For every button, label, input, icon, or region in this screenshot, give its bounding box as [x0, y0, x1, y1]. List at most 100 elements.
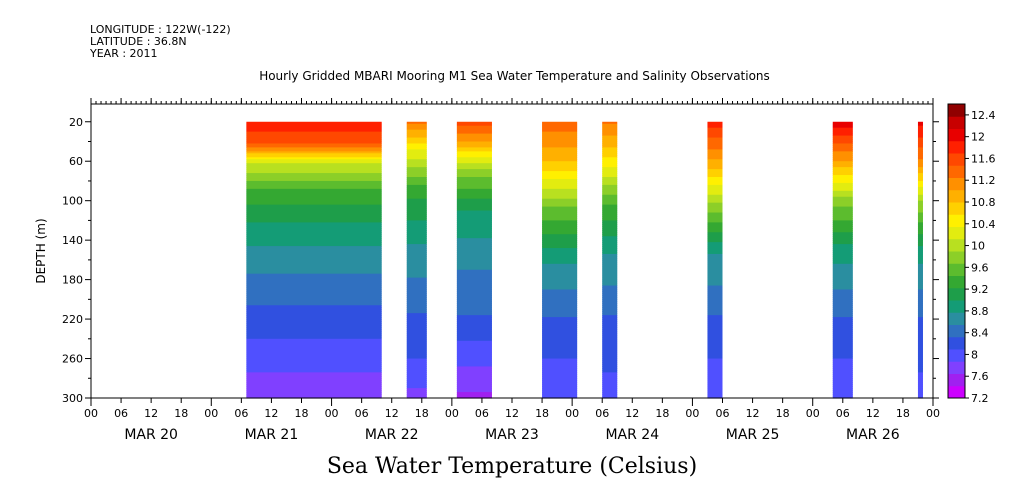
- data-cell: [602, 196, 618, 200]
- data-cell: [542, 382, 578, 385]
- data-cell: [406, 342, 427, 346]
- data-cell: [602, 396, 618, 399]
- y-tick-label: 180: [62, 274, 83, 287]
- data-cell: [542, 127, 578, 131]
- data-cell: [917, 358, 923, 362]
- x-day-label: MAR 21: [245, 427, 299, 443]
- data-cell: [602, 169, 618, 172]
- data-cell: [602, 265, 618, 269]
- data-cell: [246, 202, 382, 206]
- data-cell: [542, 178, 578, 182]
- data-cell: [456, 143, 492, 147]
- data-cell: [246, 291, 382, 295]
- data-cell: [542, 145, 578, 149]
- year-label: YEAR : 2011: [90, 47, 158, 60]
- data-cell: [707, 137, 723, 141]
- data-cell: [832, 311, 853, 314]
- data-cell: [602, 386, 618, 389]
- data-cell: [406, 275, 427, 279]
- data-cell: [917, 273, 923, 277]
- data-cell: [246, 200, 382, 204]
- data-cell: [246, 378, 382, 381]
- data-cell: [456, 309, 492, 312]
- data-cell: [542, 155, 578, 158]
- data-cell: [456, 263, 492, 267]
- colorbar-label: 10.4: [971, 218, 996, 231]
- data-cell: [542, 344, 578, 348]
- x-day-label: MAR 25: [726, 427, 780, 443]
- data-cell: [542, 259, 578, 263]
- data-cell: [456, 346, 492, 350]
- data-cell: [406, 315, 427, 318]
- data-cell: [707, 143, 723, 147]
- data-cell: [707, 336, 723, 340]
- data-cell: [406, 297, 427, 300]
- data-cell: [542, 319, 578, 322]
- data-cell: [246, 372, 382, 375]
- data-cell: [456, 265, 492, 269]
- data-cell: [246, 178, 382, 182]
- data-cell: [456, 378, 492, 381]
- data-cell: [406, 285, 427, 289]
- data-cell: [542, 301, 578, 304]
- data-cell: [602, 259, 618, 263]
- data-cell: [456, 171, 492, 174]
- data-cell: [542, 261, 578, 265]
- data-cell: [917, 248, 923, 251]
- data-cell: [832, 319, 853, 322]
- data-cell: [832, 198, 853, 202]
- data-cell: [602, 198, 618, 202]
- data-cell: [832, 344, 853, 348]
- data-cell: [456, 167, 492, 170]
- data-cell: [246, 190, 382, 194]
- data-cell: [917, 311, 923, 314]
- data-cell: [246, 299, 382, 302]
- data-cell: [246, 321, 382, 324]
- longitude-label: LONGITUDE : 122W(-122): [90, 23, 231, 36]
- data-cell: [456, 253, 492, 257]
- data-cell: [542, 305, 578, 308]
- data-cell: [246, 194, 382, 198]
- colorbar-swatch: [948, 349, 965, 362]
- x-tick-label: 06: [595, 407, 609, 420]
- data-cell: [246, 141, 382, 145]
- data-cell: [917, 279, 923, 283]
- data-cell: [602, 382, 618, 385]
- data-cell: [456, 340, 492, 344]
- data-segment: [832, 121, 853, 399]
- data-cell: [707, 188, 723, 192]
- x-tick-label: 12: [625, 407, 639, 420]
- data-cell: [707, 253, 723, 257]
- data-cell: [246, 301, 382, 304]
- data-cell: [917, 143, 923, 147]
- data-cell: [917, 293, 923, 296]
- data-cell: [917, 151, 923, 154]
- data-cell: [456, 342, 492, 346]
- data-cell: [707, 230, 723, 233]
- data-cell: [602, 338, 618, 342]
- data-cell: [542, 255, 578, 259]
- data-cell: [832, 307, 853, 310]
- data-cell: [246, 182, 382, 186]
- data-cell: [246, 192, 382, 196]
- data-cell: [542, 311, 578, 314]
- data-cell: [542, 210, 578, 214]
- data-cell: [456, 173, 492, 176]
- colorbar-swatch: [948, 177, 965, 191]
- data-cell: [707, 338, 723, 342]
- data-cell: [917, 374, 923, 377]
- data-cell: [246, 396, 382, 399]
- data-cell: [602, 257, 618, 261]
- data-cell: [602, 143, 618, 147]
- data-cell: [246, 218, 382, 222]
- colorbar-label: 9.2: [971, 283, 989, 296]
- data-cell: [542, 330, 578, 334]
- data-cell: [917, 372, 923, 375]
- data-cell: [406, 131, 427, 135]
- data-cell: [832, 177, 853, 180]
- data-cell: [456, 216, 492, 220]
- data-cell: [542, 218, 578, 222]
- data-cell: [707, 250, 723, 253]
- data-cell: [707, 317, 723, 320]
- data-cell: [542, 299, 578, 302]
